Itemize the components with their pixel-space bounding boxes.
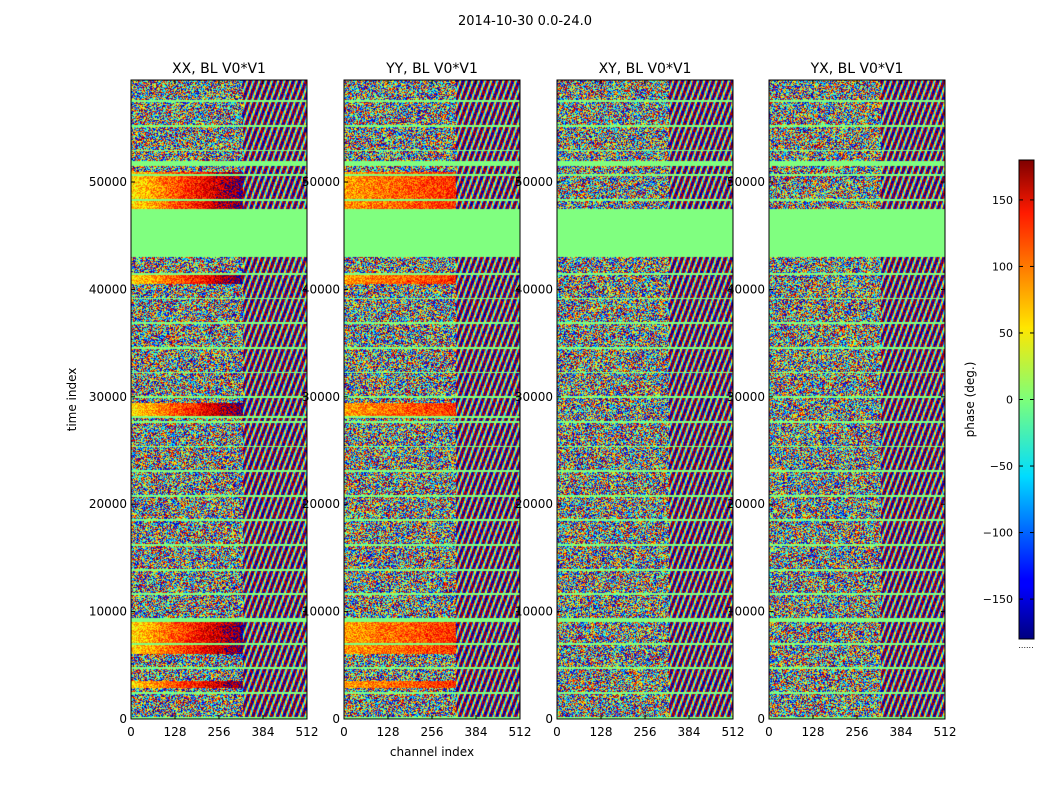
heatmap-panel-yy: YY, BL V0*V1 0 128 256 384 512 0 10000 20000 3000… (302, 61, 532, 759)
colorbar-tick-label: −150 (983, 593, 1013, 606)
x-tick-label: 512 (934, 725, 957, 739)
y-tick-label: 20000 (515, 497, 553, 511)
y-tick-label: 10000 (727, 605, 765, 619)
panel-title: YY, BL V0*V1 (385, 61, 478, 77)
y-tick-label: 0 (119, 712, 127, 726)
x-tick-label: 512 (509, 725, 532, 739)
colorbar-tick-label: 0 (1006, 394, 1013, 407)
x-tick-label: 384 (252, 725, 275, 739)
x-tick-label: 0 (127, 725, 135, 739)
x-tick-label: 256 (634, 725, 657, 739)
colorbar-tick-label: 150 (992, 194, 1013, 207)
colorbar-tick-label: −100 (983, 527, 1013, 540)
x-tick-label: 128 (164, 725, 187, 739)
y-tick-label: 30000 (727, 390, 765, 404)
x-tick-label: 256 (208, 725, 231, 739)
colorbar-label: phase (deg.) (963, 362, 977, 438)
heatmap-panel-xx: XX, BL V0*V1 0 128 256 384 512 0 10000 20000 3000… (65, 61, 318, 739)
x-tick-label: 0 (553, 725, 561, 739)
y-tick-label: 40000 (727, 282, 765, 296)
y-tick-label: 40000 (89, 282, 127, 296)
y-tick-label: 30000 (302, 390, 340, 404)
heatmap-image-yy (344, 80, 520, 719)
x-tick-label: 128 (802, 725, 825, 739)
x-axis-label: channel index (390, 745, 474, 759)
x-tick-label: 384 (465, 725, 488, 739)
x-tick-label: 256 (421, 725, 444, 739)
y-tick-label: 20000 (727, 497, 765, 511)
colorbar-tick-label: 50 (999, 327, 1013, 340)
panel-title: XY, BL V0*V1 (599, 61, 692, 77)
y-tick-label: 0 (545, 712, 553, 726)
heatmap-panel-yx: YX, BL V0*V1 0 128 256 384 512 0 10000 20000 3000… (727, 61, 957, 739)
y-tick-label: 30000 (89, 390, 127, 404)
x-tick-label: 128 (590, 725, 613, 739)
x-tick-label: 512 (296, 725, 319, 739)
y-tick-label: 0 (332, 712, 340, 726)
y-tick-label: 50000 (89, 175, 127, 189)
x-tick-label: 512 (722, 725, 745, 739)
y-tick-label: 10000 (515, 605, 553, 619)
y-tick-label: 40000 (515, 282, 553, 296)
y-axis-label: time index (65, 368, 79, 432)
y-tick-label: 0 (757, 712, 765, 726)
x-tick-label: 384 (890, 725, 913, 739)
corner-mark: ...... (1018, 641, 1033, 650)
figure-suptitle: 2014-10-30 0.0-24.0 (458, 14, 592, 29)
x-tick-label: 128 (377, 725, 400, 739)
panel-title: XX, BL V0*V1 (172, 61, 266, 77)
y-tick-label: 50000 (727, 175, 765, 189)
heatmap-image-xx (131, 80, 307, 719)
x-tick-label: 256 (846, 725, 869, 739)
colorbar-tick-label: −50 (990, 460, 1013, 473)
y-tick-label: 40000 (302, 282, 340, 296)
y-tick-label: 50000 (515, 175, 553, 189)
y-tick-label: 50000 (302, 175, 340, 189)
y-tick-label: 20000 (302, 497, 340, 511)
heatmap-image-yx (769, 80, 945, 719)
colorbar-tick-label: 100 (992, 260, 1013, 273)
y-tick-label: 30000 (515, 390, 553, 404)
x-tick-label: 0 (765, 725, 773, 739)
x-tick-label: 0 (340, 725, 348, 739)
y-tick-label: 10000 (89, 605, 127, 619)
colorbar: −150 −100 −50 0 50 100 150 phase (deg.) (963, 159, 1035, 640)
heatmap-image-xy (557, 80, 733, 719)
y-tick-label: 10000 (302, 605, 340, 619)
y-tick-label: 20000 (89, 497, 127, 511)
x-tick-label: 384 (678, 725, 701, 739)
panel-title: YX, BL V0*V1 (810, 61, 904, 77)
heatmap-panel-xy: XY, BL V0*V1 0 128 256 384 512 0 10000 20000 3000… (515, 61, 745, 739)
